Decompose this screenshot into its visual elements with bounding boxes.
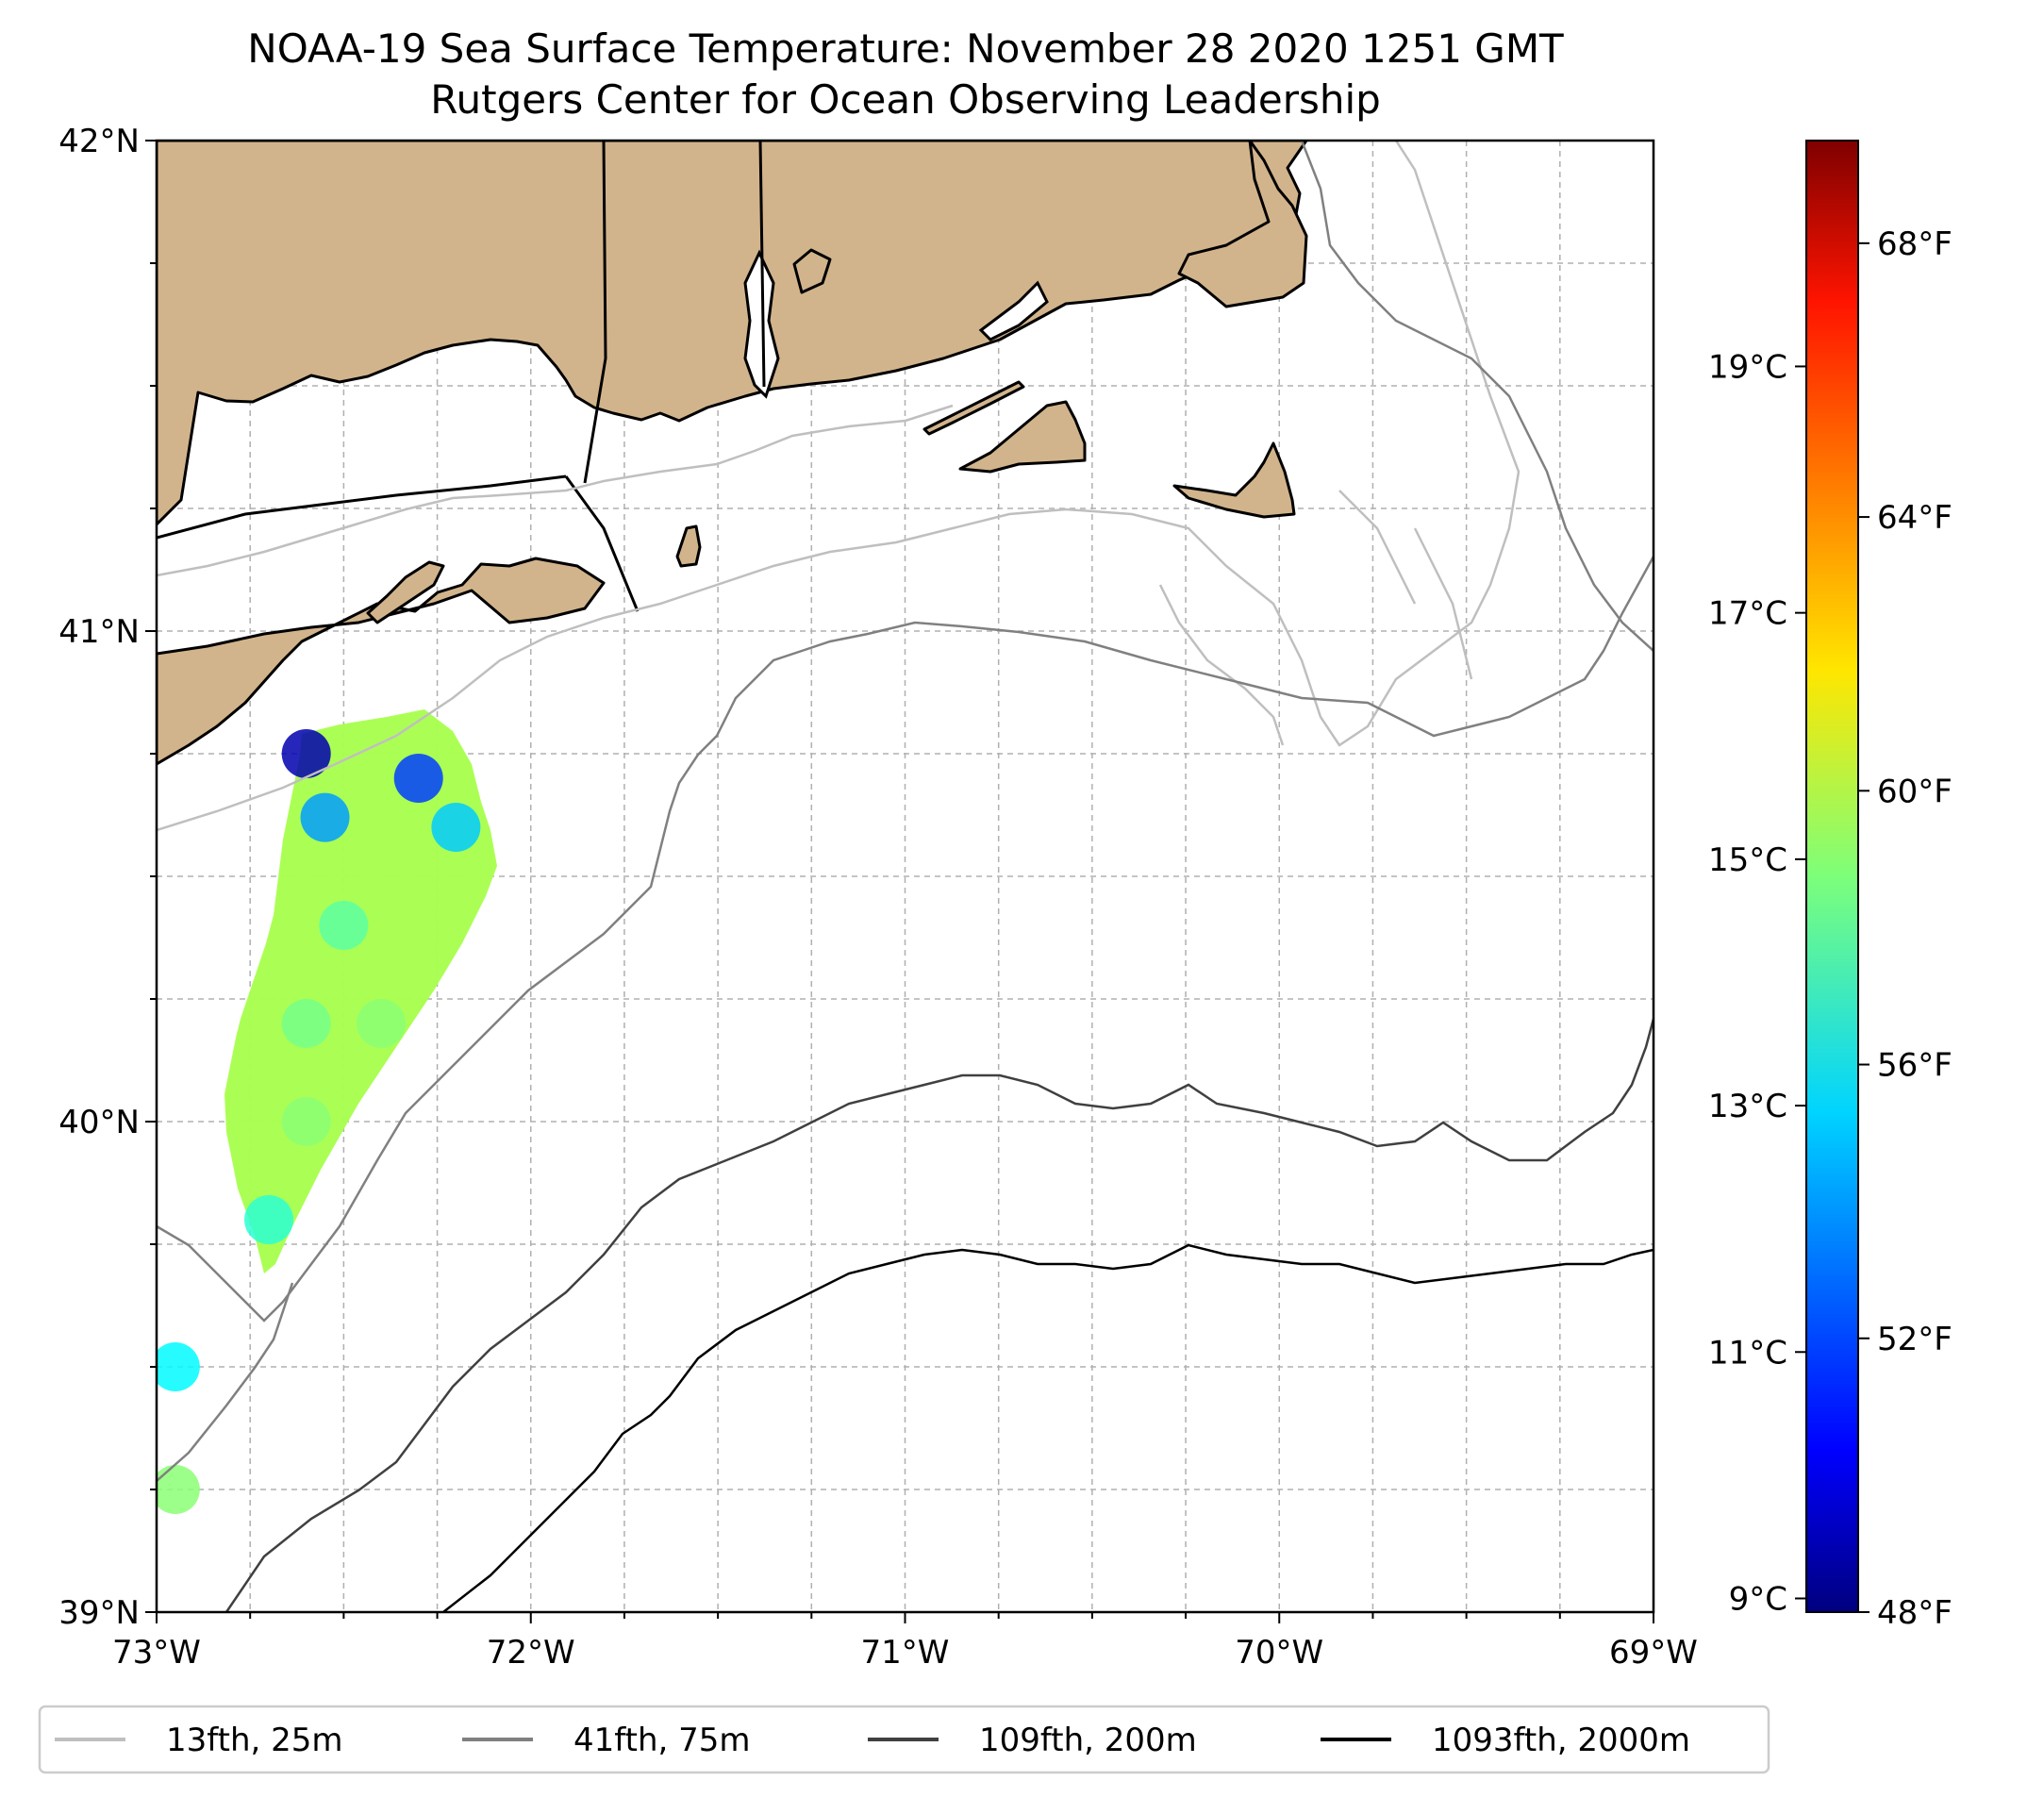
colorbar-f-tick-label: 52°F (1877, 1321, 1953, 1358)
land-cape-cod (1177, 141, 1308, 308)
lat-tick-label: 39°N (58, 1594, 140, 1632)
lon-tick-label: 69°W (1609, 1634, 1698, 1672)
colorbar-fahrenheit-ticks: 68°F 64°F 60°F 56°F 52°F 48°F (1858, 225, 1953, 1632)
sst-point (393, 754, 443, 803)
colorbar-f-tick-label: 56°F (1877, 1047, 1953, 1085)
sst-point (431, 803, 481, 852)
land-elizabeth-islands (922, 380, 1025, 436)
colorbar-celsius-ticks: 19°C 17°C 15°C 13°C 11°C 9°C (1708, 348, 1806, 1618)
legend-items: 13fth, 25m 41fth, 75m 109fth, 200m 1093fth,… (55, 1722, 1690, 1759)
lon-tick-label: 70°W (1235, 1634, 1323, 1672)
sst-points (157, 729, 481, 1514)
isobath-200m (224, 1018, 1653, 1612)
map-panel (157, 141, 1653, 1612)
legend-label: 1093fth, 2000m (1432, 1722, 1690, 1759)
land-marthas-vineyard (958, 400, 1087, 474)
colorbar-c-tick-label: 9°C (1729, 1580, 1787, 1618)
land-mainland (157, 141, 1308, 526)
latitude-ticks: 42°N 41°N 40°N 39°N (58, 123, 157, 1632)
lon-tick-label: 71°W (861, 1634, 950, 1672)
lat-tick-label: 40°N (58, 1104, 140, 1141)
sst-point (357, 999, 407, 1048)
state-borders (157, 141, 766, 612)
isobath-25m (157, 141, 1521, 832)
legend-label: 109fth, 200m (979, 1722, 1197, 1759)
isobath-2000m (442, 1243, 1653, 1612)
sst-point (281, 1097, 331, 1146)
colorbar-f-tick-label: 64°F (1877, 499, 1953, 537)
colorbar-gradient (1805, 140, 1859, 1613)
figure-title: NOAA-19 Sea Surface Temperature: Novembe… (247, 25, 1564, 72)
longitude-ticks: 73°W 72°W 71°W 70°W 69°W (112, 1612, 1698, 1672)
legend: 13fth, 25m 41fth, 75m 109fth, 200m 1093fth,… (38, 1705, 1770, 1774)
lon-tick-label: 72°W (487, 1634, 575, 1672)
sst-point (281, 999, 331, 1048)
figure-subtitle: Rutgers Center for Ocean Observing Leade… (430, 76, 1381, 123)
colorbar-c-tick-label: 17°C (1708, 595, 1787, 633)
land-aquidneck (792, 248, 832, 294)
colorbar-c-tick-label: 19°C (1708, 348, 1787, 386)
sst-point (319, 901, 369, 950)
gridlines (157, 141, 1653, 1612)
lat-tick-label: 42°N (58, 123, 140, 160)
sst-point (281, 729, 331, 778)
colorbar-c-tick-label: 11°C (1708, 1334, 1787, 1372)
land (157, 141, 1308, 766)
colorbar-f-tick-label: 68°F (1877, 225, 1953, 263)
lat-tick-label: 41°N (58, 613, 140, 651)
isobath-75m (157, 141, 1653, 1482)
colorbar-f-tick-label: 60°F (1877, 773, 1953, 810)
lon-tick-label: 73°W (112, 1634, 201, 1672)
land-nantucket (1172, 441, 1296, 519)
land-north-fork (366, 560, 445, 624)
land-block-island (675, 524, 702, 568)
colorbar-c-tick-label: 13°C (1708, 1088, 1787, 1125)
legend-label: 13fth, 25m (166, 1722, 343, 1759)
sst-point (157, 1465, 200, 1514)
sst-point (157, 1342, 200, 1391)
sst-point (244, 1195, 294, 1244)
legend-label: 41fth, 75m (573, 1722, 751, 1759)
buzzards-bay (978, 280, 1049, 341)
colorbar: 68°F 64°F 60°F 56°F 52°F 48°F 19°C 17°C 15°C 13°… (1708, 140, 1953, 1632)
colorbar-f-tick-label: 48°F (1877, 1594, 1953, 1632)
sst-point (300, 792, 350, 842)
colorbar-c-tick-label: 15°C (1708, 841, 1787, 879)
